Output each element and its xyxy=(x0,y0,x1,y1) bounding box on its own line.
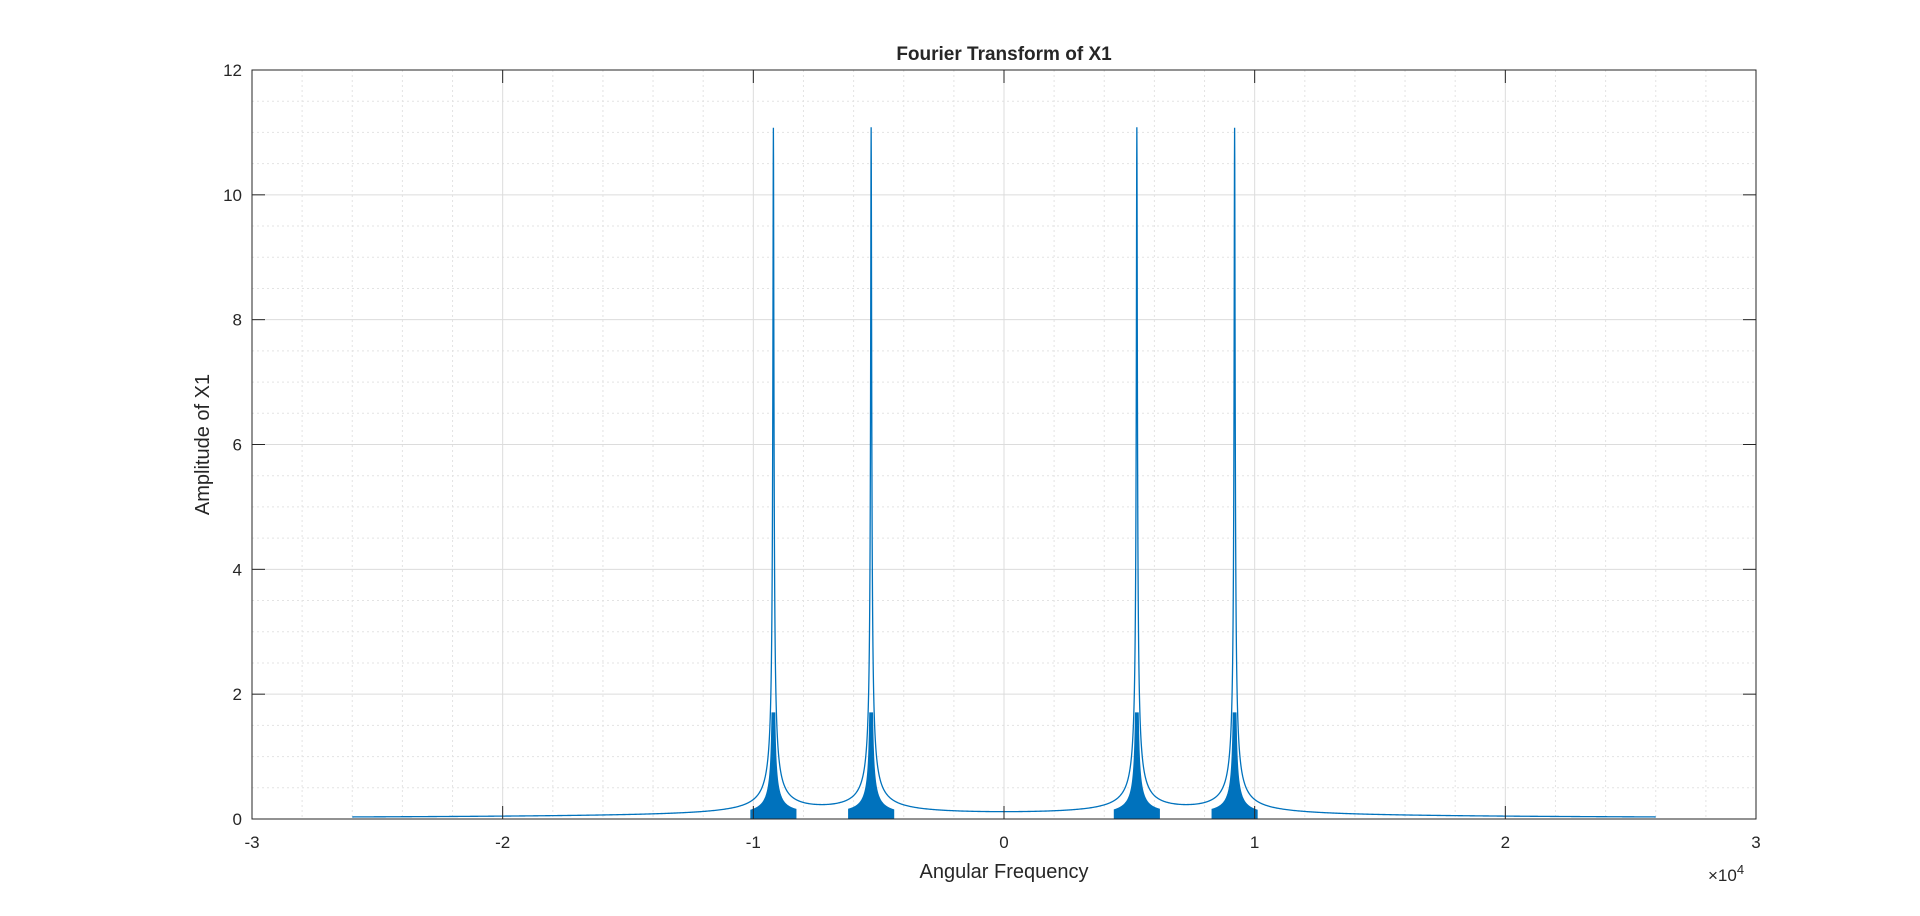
y-axis-label: Amplitude of X1 xyxy=(192,374,214,515)
y-tick-label: 4 xyxy=(233,560,242,579)
x-axis-exponent-base: ×10 xyxy=(1708,866,1737,885)
series-peak-lobe xyxy=(848,712,895,820)
series-peak-lobe xyxy=(750,712,797,820)
x-tick-label: -2 xyxy=(495,833,510,852)
y-tick-label: 0 xyxy=(233,810,242,829)
y-tick-label: 6 xyxy=(233,436,242,455)
x-tick-label: -1 xyxy=(746,833,761,852)
x-tick-label: 1 xyxy=(1250,833,1259,852)
x-tick-label: 0 xyxy=(999,833,1008,852)
y-tick-label: 10 xyxy=(223,186,242,205)
x-tick-label: -3 xyxy=(244,833,259,852)
ticks xyxy=(251,69,1757,820)
y-tick-label: 12 xyxy=(223,61,242,80)
x-axis-exponent: ×104 xyxy=(1708,862,1744,885)
x-tick-labels: -3 -2 -1 0 1 2 3 xyxy=(244,833,1760,852)
y-tick-label: 8 xyxy=(233,311,242,330)
x-tick-label: 3 xyxy=(1751,833,1760,852)
y-tick-labels: 0 2 4 6 8 10 12 xyxy=(223,61,242,829)
series-peak-lobe xyxy=(1113,712,1160,820)
series-peak-lobe xyxy=(1211,712,1258,820)
x-axis-exponent-power: 4 xyxy=(1737,862,1744,877)
chart-title: Fourier Transform of X1 xyxy=(896,44,1112,65)
y-tick-label: 2 xyxy=(233,685,242,704)
x-tick-label: 2 xyxy=(1501,833,1510,852)
x-axis-label: Angular Frequency xyxy=(920,861,1089,883)
